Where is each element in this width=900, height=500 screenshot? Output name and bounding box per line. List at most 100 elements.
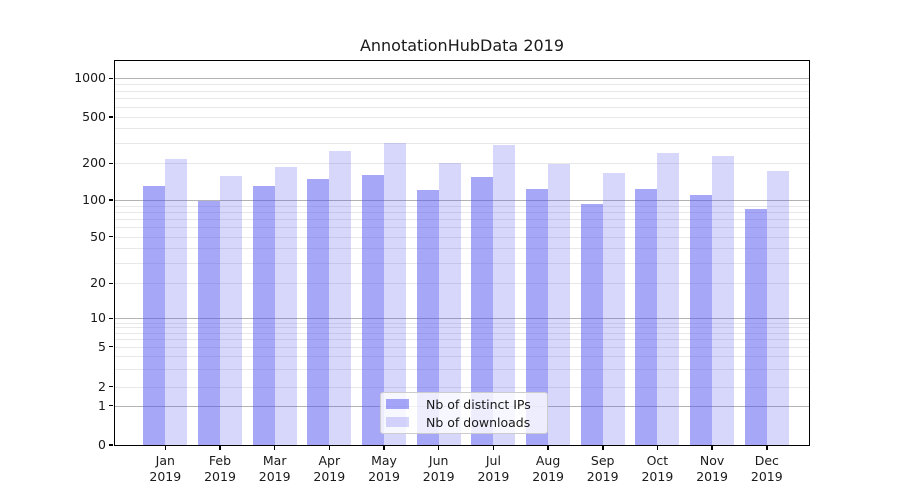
- bar-ips-sep: [580, 204, 603, 446]
- gridline-80: [114, 211, 810, 213]
- gridline-60: [114, 227, 810, 228]
- legend-row-0: Nb of distinct IPs: [386, 397, 547, 412]
- ytick-mark-5: [109, 345, 113, 348]
- legend: Nb of distinct IPs Nb of downloads: [380, 392, 548, 434]
- bar-ips-aug: [526, 189, 549, 446]
- ytick-mark-200: [109, 162, 113, 165]
- bar-ips-dec: [744, 208, 767, 446]
- bar-downloads-sep: [602, 172, 625, 446]
- ytick-label-200: 200: [82, 155, 106, 171]
- ytick-label-50: 50: [90, 228, 106, 244]
- xtick-mark-oct: [656, 446, 659, 450]
- gridline-40: [114, 248, 810, 249]
- bar-ips-mar: [252, 186, 275, 446]
- legend-row-1: Nb of downloads: [386, 415, 547, 430]
- gridline-3: [114, 369, 810, 370]
- ytick-label-1000: 1000: [74, 70, 106, 86]
- xtick-label-sep: Sep 2019: [586, 453, 619, 484]
- xtick-mark-jul: [492, 446, 495, 450]
- bar-ips-apr: [307, 178, 330, 446]
- xtick-label-oct: Oct 2019: [641, 453, 674, 484]
- gridline-9: [114, 322, 810, 324]
- ytick-label-100: 100: [82, 192, 106, 207]
- ytick-mark-0: [109, 444, 113, 446]
- bar-downloads-may: [384, 142, 406, 446]
- bar-downloads-jun: [438, 162, 461, 446]
- ytick-mark-20: [109, 282, 113, 285]
- gridline-800: [114, 90, 810, 92]
- bar-ips-jun: [416, 189, 439, 446]
- gridline-400: [114, 128, 810, 129]
- legend-label-downloads: Nb of downloads: [426, 414, 531, 430]
- gridline-4: [114, 356, 810, 358]
- ytick-mark-1000: [109, 77, 113, 79]
- gridline-8: [114, 327, 810, 329]
- xtick-mark-jan: [164, 446, 167, 450]
- gridline-600: [114, 106, 810, 108]
- xtick-label-nov: Nov 2019: [696, 453, 728, 484]
- chart-title: AnnotationHubData 2019: [359, 36, 565, 55]
- xtick-label-jul: Jul 2019: [477, 453, 510, 484]
- bar-downloads-mar: [274, 166, 297, 446]
- plot-gridlines: [114, 60, 810, 446]
- ytick-label-20: 20: [90, 275, 106, 291]
- bar-ips-jan: [143, 186, 166, 446]
- gridline-2: [114, 386, 810, 388]
- gridline-90: [114, 205, 810, 207]
- bar-downloads-jul: [493, 145, 516, 446]
- ytick-label-500: 500: [82, 108, 106, 124]
- ytick-mark-500: [109, 116, 113, 118]
- legend-swatch-downloads: [386, 417, 409, 427]
- xtick-mark-may: [383, 446, 385, 450]
- gridline-6: [114, 339, 810, 341]
- ytick-mark-50: [109, 235, 113, 238]
- ytick-mark-10: [109, 317, 113, 320]
- xtick-label-mar: Mar 2019: [258, 453, 291, 484]
- legend-swatch-ips: [386, 399, 409, 409]
- gridline-7: [114, 332, 810, 334]
- gridline-70: [114, 218, 810, 220]
- xtick-mark-sep: [602, 446, 604, 450]
- xtick-label-aug: Aug 2019: [532, 453, 564, 484]
- xtick-mark-apr: [328, 446, 331, 450]
- ytick-label-10: 10: [90, 310, 106, 326]
- bar-downloads-nov: [712, 156, 735, 446]
- bar-ips-may: [362, 174, 384, 446]
- legend-label-ips: Nb of distinct IPs: [426, 396, 531, 412]
- gridline-200: [114, 163, 810, 165]
- gridline-5: [114, 346, 810, 348]
- xtick-mark-dec: [766, 446, 768, 450]
- xtick-label-jan: Jan 2019: [149, 453, 182, 484]
- xtick-label-jun: Jun 2019: [422, 453, 455, 484]
- xtick-label-apr: Apr 2019: [313, 453, 346, 484]
- bar-ips-nov: [690, 195, 713, 446]
- bar-downloads-oct: [657, 153, 680, 446]
- ytick-label-0: 0: [98, 437, 106, 452]
- gridline-20: [114, 283, 810, 285]
- xtick-mark-feb: [219, 446, 221, 450]
- xtick-mark-mar: [273, 446, 276, 450]
- gridline-700: [114, 98, 810, 100]
- xtick-label-feb: Feb 2019: [204, 453, 236, 484]
- ytick-label-1: 1: [98, 397, 106, 413]
- xtick-mark-nov: [711, 446, 713, 450]
- xtick-label-dec: Dec 2019: [750, 453, 783, 484]
- gridline-50: [114, 236, 810, 238]
- bar-downloads-feb: [220, 176, 242, 446]
- bar-downloads-dec: [766, 171, 789, 446]
- ytick-label-2: 2: [98, 378, 106, 394]
- xtick-label-may: May 2019: [368, 453, 400, 484]
- plot-bars: [114, 60, 810, 446]
- xtick-mark-aug: [547, 446, 549, 450]
- bar-downloads-aug: [548, 164, 571, 446]
- xtick-mark-jun: [437, 446, 440, 450]
- gridline-10: [114, 318, 810, 320]
- gridline-900: [114, 84, 810, 86]
- bar-downloads-apr: [329, 151, 352, 446]
- bar-downloads-jan: [165, 159, 188, 446]
- gridline-100: [114, 200, 810, 201]
- ytick-mark-2: [109, 385, 113, 388]
- bar-ips-oct: [635, 188, 658, 446]
- bar-ips-feb: [198, 200, 220, 446]
